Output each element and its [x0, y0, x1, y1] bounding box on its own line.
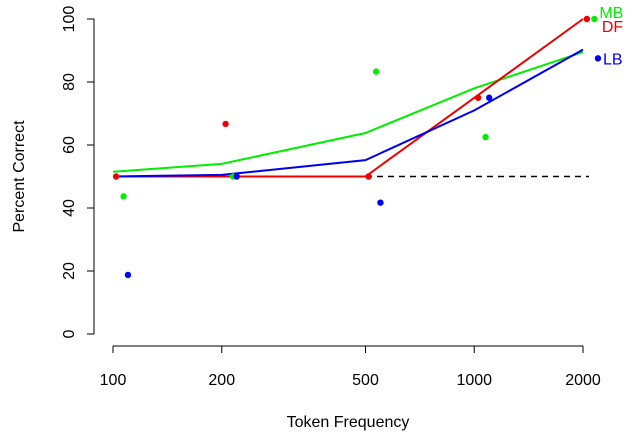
series-mb-point — [120, 193, 127, 200]
x-tick-label: 1000 — [456, 372, 492, 389]
series-df-label: DF — [602, 19, 624, 36]
series-lb-point — [594, 55, 602, 62]
y-tick-label: 80 — [61, 73, 78, 91]
x-tick-label: 100 — [100, 372, 127, 389]
series-lb-point — [377, 199, 384, 206]
y-tick-label: 20 — [61, 262, 78, 280]
y-axis-title: Percent Correct — [11, 120, 28, 233]
series-mb-point — [591, 15, 598, 23]
series-df-point — [365, 173, 372, 180]
series-lb-point — [486, 94, 493, 101]
series-lb-point — [233, 173, 240, 180]
x-tick-label: 200 — [208, 372, 235, 389]
x-axis-title: Token Frequency — [287, 414, 410, 431]
y-tick-label: 60 — [61, 136, 78, 154]
series-lb-point — [124, 271, 132, 279]
series-df-fit-line — [113, 18, 584, 178]
axes: 100 200 500 1000 2000 0 20 40 60 80 100 — [61, 6, 601, 389]
y-tick-label: 0 — [61, 329, 78, 338]
y-tick-label: 100 — [61, 6, 78, 33]
x-tick-label: 2000 — [565, 372, 601, 389]
series-df-point — [583, 15, 591, 23]
series-df-point — [222, 120, 229, 128]
series-mb-point — [482, 133, 489, 141]
series-lb-label: LB — [603, 51, 623, 68]
series-mb-fit-line — [112, 51, 584, 173]
series-mb-label: MB — [599, 5, 623, 22]
series-lb-fit-line — [112, 48, 584, 178]
y-tick-label: 40 — [61, 199, 78, 217]
series-df-point — [112, 173, 120, 180]
series-mb-point — [372, 68, 380, 75]
x-tick-label: 500 — [352, 372, 379, 389]
series-df-point — [474, 94, 482, 101]
